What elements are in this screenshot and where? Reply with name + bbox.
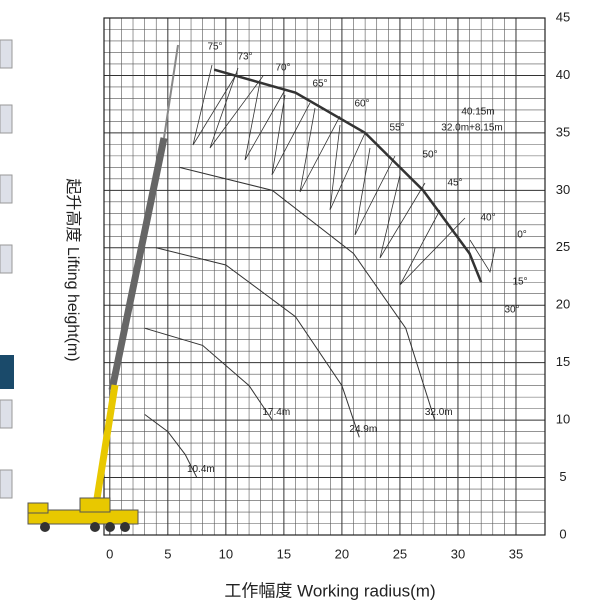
angle-label: 73° xyxy=(237,52,252,63)
range-curve xyxy=(144,413,198,478)
y-tick-label: 30 xyxy=(556,182,570,197)
y-tick-label: 35 xyxy=(556,124,570,139)
angle-label: 40° xyxy=(480,213,495,224)
range-curve xyxy=(156,247,360,438)
range-curve xyxy=(179,166,436,421)
x-tick-label: 10 xyxy=(219,546,233,561)
angle-label: 15° xyxy=(512,277,527,288)
curve-label: 10.4m xyxy=(187,464,215,475)
load-arm xyxy=(299,107,341,193)
x-tick-label: 35 xyxy=(509,546,523,561)
range-curve xyxy=(213,68,483,283)
x-tick-label: 20 xyxy=(335,546,349,561)
angle-label: 75° xyxy=(207,42,222,53)
load-arm xyxy=(399,209,466,286)
x-tick-label: 5 xyxy=(164,546,171,561)
y-tick-label: 25 xyxy=(556,239,570,254)
curve-label: 40.15m xyxy=(461,107,494,118)
y-tick-label: 15 xyxy=(556,354,570,369)
y-tick-label: 0 xyxy=(559,526,566,541)
y-axis-label: 起升高度 Lifting height(m) xyxy=(64,178,82,361)
angle-label: 55° xyxy=(389,123,404,134)
plot-border xyxy=(103,17,546,536)
angle-label: 65° xyxy=(312,79,327,90)
curve-label: 24.9m xyxy=(349,424,377,435)
extension-label: 32.0m+8.15m xyxy=(441,123,502,134)
y-tick-label: 5 xyxy=(559,469,566,484)
y-tick-label: 20 xyxy=(556,297,570,312)
range-curve xyxy=(144,327,273,421)
load-arm xyxy=(271,94,311,176)
angle-label: 70° xyxy=(275,63,290,74)
y-tick-label: 45 xyxy=(556,9,570,24)
curve-label: 32.0m xyxy=(425,407,453,418)
load-arm xyxy=(244,81,286,161)
y-tick-label: 10 xyxy=(556,412,570,427)
y-tick-label: 40 xyxy=(556,67,570,82)
load-arm xyxy=(209,67,264,149)
angle-label: 30° xyxy=(504,305,519,316)
angle-label: 0° xyxy=(517,230,527,241)
angle-label: 50° xyxy=(422,150,437,161)
load-arm xyxy=(379,174,426,259)
x-tick-label: 25 xyxy=(393,546,407,561)
curve-label: 17.4m xyxy=(262,407,290,418)
x-tick-label: 30 xyxy=(451,546,465,561)
x-tick-label: 15 xyxy=(277,546,291,561)
crane xyxy=(27,44,179,532)
load-arm xyxy=(329,124,366,211)
x-tick-label: 0 xyxy=(106,546,113,561)
sidebar xyxy=(0,39,14,499)
angle-label: 60° xyxy=(354,99,369,110)
load-arm xyxy=(469,239,496,274)
load-arm xyxy=(354,147,396,236)
load-arm xyxy=(192,64,238,146)
angle-label: 45° xyxy=(447,178,462,189)
x-axis-label: 工作幅度 Working radius(m) xyxy=(224,581,435,600)
